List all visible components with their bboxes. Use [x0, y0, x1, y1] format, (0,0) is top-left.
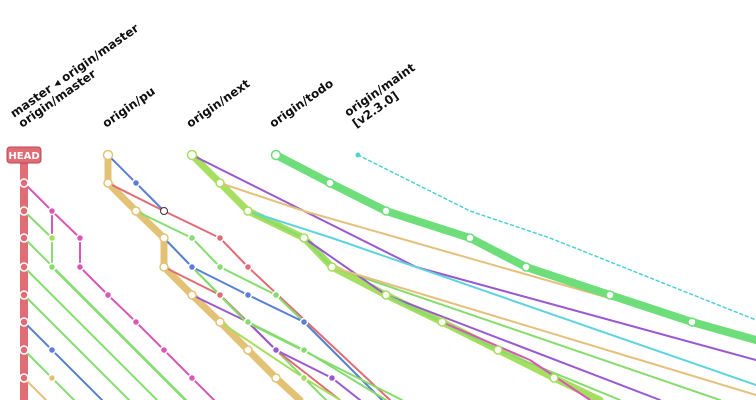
commit-node[interactable] [47, 262, 57, 272]
edge-green-4 [23, 294, 130, 400]
ref-label-origin-next[interactable]: origin/next [184, 76, 253, 130]
commit-node[interactable] [187, 290, 197, 300]
commit-node[interactable] [243, 262, 253, 272]
commit-node[interactable] [271, 345, 281, 355]
commit-node[interactable] [215, 233, 225, 243]
commit-node[interactable] [327, 262, 337, 272]
commit-node[interactable] [465, 233, 475, 243]
commit-node-todo-tip[interactable] [270, 149, 282, 161]
commit-node[interactable] [131, 178, 141, 188]
edge-next-cyan [247, 210, 756, 386]
commit-node[interactable] [299, 345, 309, 355]
commit-node[interactable] [215, 178, 225, 188]
commit-node[interactable] [19, 233, 29, 243]
commit-node[interactable] [19, 345, 29, 355]
head-badge[interactable]: HEAD [6, 146, 42, 164]
ref-label-origin-todo[interactable]: origin/todo [267, 76, 336, 130]
edge-next-green-b [385, 294, 621, 400]
commit-node[interactable] [243, 290, 253, 300]
commit-node[interactable] [381, 290, 391, 300]
commit-node[interactable] [521, 262, 531, 272]
head-badge-label: HEAD [8, 151, 39, 162]
ref-label-origin-pu[interactable]: origin/pu [100, 84, 158, 130]
edge-maint-dashed [357, 154, 756, 321]
commit-node[interactable] [75, 233, 85, 243]
edge-green-3 [23, 266, 158, 400]
commit-node-pu-tip[interactable] [102, 149, 114, 161]
commit-node[interactable] [47, 233, 57, 243]
edge-pu-gold-lane [104, 151, 304, 400]
commit-node[interactable] [19, 206, 29, 216]
commit-node[interactable] [215, 290, 225, 300]
commit-node[interactable] [160, 207, 168, 215]
edge-next-pink [441, 321, 591, 400]
commit-node[interactable] [47, 206, 57, 216]
commit-node[interactable] [299, 317, 309, 327]
graph-edges [20, 151, 756, 400]
commit-nodes [19, 149, 697, 383]
commit-node[interactable] [47, 345, 57, 355]
commit-node[interactable] [187, 262, 197, 272]
commit-node[interactable] [215, 262, 225, 272]
ref-labels: master ◂ origin/master origin/master ori… [8, 21, 418, 130]
commit-node[interactable] [549, 373, 559, 383]
edge-next-orange-2 [331, 266, 756, 396]
commit-node[interactable] [437, 317, 447, 327]
commit-node[interactable] [19, 262, 29, 272]
commit-node[interactable] [327, 373, 337, 383]
commit-node[interactable] [243, 345, 253, 355]
edge-next-purple [191, 154, 756, 361]
commit-node[interactable] [47, 373, 57, 383]
commit-node[interactable] [103, 290, 113, 300]
commit-node[interactable] [19, 373, 29, 383]
commit-node[interactable] [103, 178, 113, 188]
commit-node[interactable] [159, 345, 169, 355]
commit-node[interactable] [271, 290, 281, 300]
commit-node[interactable] [19, 290, 29, 300]
commit-node[interactable] [299, 233, 309, 243]
edge-orange-1 [23, 377, 47, 400]
commit-node[interactable] [493, 345, 503, 355]
commit-node[interactable] [605, 290, 615, 300]
commit-node[interactable] [187, 373, 197, 383]
commit-node[interactable] [271, 373, 281, 383]
commit-node[interactable] [19, 178, 29, 188]
commit-node-maint-tip[interactable] [355, 152, 361, 158]
head-badge-bg [6, 146, 42, 164]
edge-next-lime-lane [188, 151, 604, 400]
edge-todo-lane [272, 151, 756, 344]
commit-node-next-tip[interactable] [186, 149, 198, 161]
commit-node[interactable] [215, 317, 225, 327]
commit-node[interactable] [19, 317, 29, 327]
commit-node[interactable] [381, 206, 391, 216]
commit-node[interactable] [159, 233, 169, 243]
commit-node[interactable] [299, 373, 309, 383]
commit-node[interactable] [131, 317, 141, 327]
edge-next-green-a [247, 210, 721, 400]
commit-node[interactable] [187, 233, 197, 243]
commit-node[interactable] [131, 206, 141, 216]
commit-node[interactable] [159, 262, 169, 272]
commit-node[interactable] [325, 178, 335, 188]
commit-node[interactable] [243, 206, 253, 216]
commit-node[interactable] [75, 262, 85, 272]
commit-node[interactable] [687, 317, 697, 327]
commit-node[interactable] [243, 317, 253, 327]
